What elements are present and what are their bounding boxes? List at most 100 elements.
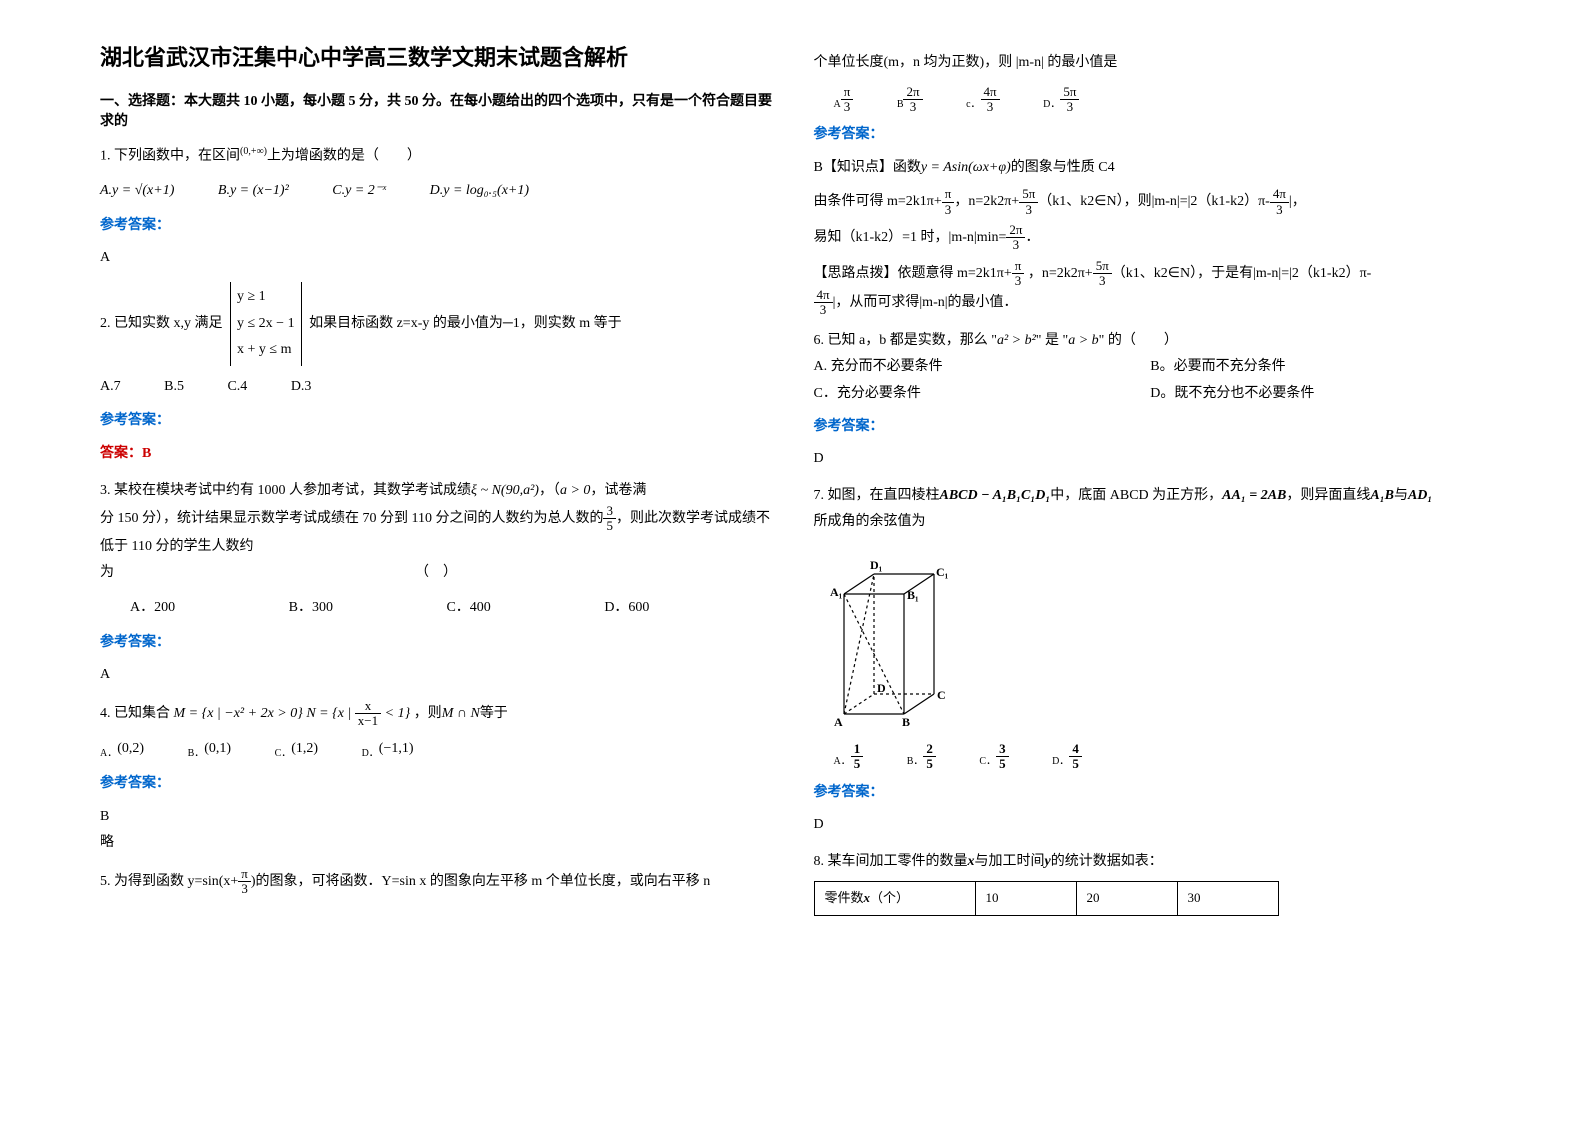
question-6: 6. 已知 a，b 都是实数，那么 "a² > b²" 是 "a > b" 的（… xyxy=(814,328,1488,473)
q3-stem-c: ，试卷满 xyxy=(590,483,646,498)
q6-answer: D xyxy=(814,446,1488,473)
right-column: 个单位长度(m，n 均为正数)，则 |m-n| 的最小值是 Aπ3 B2π3 c… xyxy=(794,40,1508,1082)
q5-al2-f2d: 3 xyxy=(1019,203,1038,217)
q5-stem-post: )的图象，可将函数．Y=sin x 的图象向左平移 m 个单位长度，或向右平移 … xyxy=(251,874,710,889)
q2-choice-c: C.4 xyxy=(227,374,247,401)
q5-al2-end: |， xyxy=(1289,194,1306,209)
q8-stem-pre: 8. 某车间加工零件的数量 xyxy=(814,854,968,869)
left-column: 湖北省武汉市汪集中心中学高三数学文期末试题含解析 一、选择题：本大题共 10 小… xyxy=(80,40,794,1082)
q5-ans-line3: 易知（k1-k2）=1 时，|m-n|min=2π3． xyxy=(814,223,1488,253)
q5-b-den: 3 xyxy=(903,100,922,114)
q4-d-val: (−1,1) xyxy=(379,741,414,756)
q5-a-lab: A xyxy=(834,98,841,109)
q5-al4-pre: 【思路点拨】依题意得 m=2k1π+ xyxy=(814,266,1012,281)
q1-stem-post: 上为增函数的是（ ） xyxy=(267,149,421,164)
q2-brace: y ≥ 1 y ≤ 2x − 1 x + y ≤ m xyxy=(230,282,302,366)
q7-a-n: 1 xyxy=(851,742,864,757)
q5-c-den: 3 xyxy=(981,100,1000,114)
q5-d-num: 5π xyxy=(1060,85,1079,100)
q5-frac: π3 xyxy=(238,867,251,897)
q8-th-txt: 零件数 xyxy=(825,890,864,905)
q7-l2: AD₁ xyxy=(1408,488,1432,503)
prism-c1: C₁ xyxy=(936,565,949,579)
q7-d-d: 5 xyxy=(1069,757,1082,771)
q4-b-val: (0,1) xyxy=(204,741,231,756)
section-1-header: 一、选择题：本大题共 10 小题，每小题 5 分，共 50 分。在每小题给出的四… xyxy=(100,90,774,130)
q5-d-lab: D． xyxy=(1043,98,1060,109)
q5-d-den: 3 xyxy=(1060,100,1079,114)
q5-al2-f1n: π xyxy=(942,187,955,202)
q5-al4-f2n: 5π xyxy=(1093,259,1112,274)
q5-al4-m1: ，n=2k2π+ xyxy=(1024,266,1092,281)
q7-stem-pre: 7. 如图，在直四棱柱 xyxy=(814,488,940,503)
q6-mid: " 是 " xyxy=(1036,333,1068,348)
q4-choice-c: C．(1,2) xyxy=(275,736,319,763)
q4-choice-a: A．(0,2) xyxy=(100,736,144,763)
q4-stem-mid: ，则 xyxy=(414,706,442,721)
q1-choice-a: A.y = √(x+1) xyxy=(100,178,174,205)
q5-choice-c: c．4π3 xyxy=(966,85,1000,115)
q8-stem-post: 的统计数据如表： xyxy=(1051,854,1163,869)
q5-choice-a: Aπ3 xyxy=(834,85,854,115)
question-8: 8. 某车间加工零件的数量x与加工时间y的统计数据如表： 零件数x（个） 10 … xyxy=(814,849,1488,916)
q7-a-lab: A． xyxy=(834,756,851,767)
q7-m2: ，则异面直线 xyxy=(1286,488,1370,503)
question-7: 7. 如图，在直四棱柱ABCD − A₁B₁C₁D₁中，底面 ABCD 为正方形… xyxy=(814,483,1488,839)
q3-cond: a > 0 xyxy=(560,483,590,498)
q5-al2-f3n: 4π xyxy=(1270,187,1289,202)
q4-N-den: x−1 xyxy=(355,714,381,728)
question-2: 2. 已知实数 x,y 满足 y ≥ 1 y ≤ 2x − 1 x + y ≤ … xyxy=(100,282,774,468)
q7-d-lab: D． xyxy=(1052,756,1069,767)
q5-choice-b: B2π3 xyxy=(897,85,923,115)
q2-stem-post: 如果目标函数 z=x-y 的最小值为─1，则实数 m 等于 xyxy=(309,316,622,331)
q5-ans-line2: 由条件可得 m=2k1π+π3，n=2k2π+5π3（k1、k2∈N），则|m-… xyxy=(814,187,1488,217)
q4-choice-b: B．(0,1) xyxy=(188,736,232,763)
prism-diagram: D₁ C₁ A₁ B₁ D C A B xyxy=(814,544,954,734)
q2-cond1: y ≥ 1 xyxy=(237,284,295,311)
q5-a-num: π xyxy=(841,85,854,100)
q5-al2-m2: （k1、k2∈N），则|m-n|=|2（k1-k2）π- xyxy=(1038,194,1270,209)
q8-c2: 20 xyxy=(1076,882,1177,916)
q5-al2-m1: ，n=2k2π+ xyxy=(954,194,1019,209)
q5-frac-num: π xyxy=(238,867,251,882)
q3-dist: ξ ~ N(90,a²) xyxy=(471,483,539,498)
q5-al3-pre: 易知（k1-k2）=1 时，|m-n|min= xyxy=(814,230,1007,245)
q4-c-val: (1,2) xyxy=(291,741,318,756)
prism-b1: B₁ xyxy=(907,588,919,602)
q4-answer: B xyxy=(100,804,774,831)
q4-c-label: C． xyxy=(275,748,292,759)
q1-choice-d: D.y = log₀.₅(x+1) xyxy=(430,178,529,205)
q4-note: 略 xyxy=(100,830,774,857)
q4-a-val: (0,2) xyxy=(117,741,144,756)
q7-answer-label: 参考答案： xyxy=(814,780,1488,807)
q5-frac-den: 3 xyxy=(238,882,251,896)
q7-choice-c: C．35 xyxy=(979,742,1008,772)
q8-c1: 10 xyxy=(975,882,1076,916)
q2-cond3: x + y ≤ m xyxy=(237,337,295,364)
q5-al2-f2n: 5π xyxy=(1019,187,1038,202)
q7-a-d: 5 xyxy=(851,757,864,771)
q2-choice-d: D.3 xyxy=(291,374,312,401)
q7-eq: AA₁ = 2AB xyxy=(1222,488,1286,503)
q3-frac-den: 5 xyxy=(603,519,616,533)
q5-al3-fd: 3 xyxy=(1006,238,1025,252)
prism-d1: D₁ xyxy=(870,558,883,572)
q5-c-lab: c． xyxy=(966,98,980,109)
q5-ans-line1: B【知识点】函数y = Asin(ωx+φ)的图象与性质 C4 xyxy=(814,155,1488,182)
q7-answer: D xyxy=(814,812,1488,839)
q4-M: M = {x | −x² + 2x > 0} xyxy=(174,706,303,721)
q3-answer: A xyxy=(100,662,774,689)
q7-c-lab: C． xyxy=(979,756,996,767)
q5-al3-end: ． xyxy=(1025,230,1039,245)
q5-b-lab: B xyxy=(897,98,904,109)
q3-choice-a: A．200 xyxy=(130,595,175,622)
q6-answer-label: 参考答案： xyxy=(814,414,1488,441)
q7-and: 与 xyxy=(1394,488,1408,503)
q5-stem-pre: 5. 为得到函数 y=sin(x+ xyxy=(100,874,238,889)
q4-stem-pre: 4. 已知集合 xyxy=(100,706,170,721)
q8-table: 零件数x（个） 10 20 30 xyxy=(814,881,1279,916)
q4-choice-d: D．(−1,1) xyxy=(362,736,414,763)
q3-frac-num: 3 xyxy=(603,504,616,519)
q2-answer-label: 参考答案： xyxy=(100,408,774,435)
q3-choice-c: C．400 xyxy=(446,595,490,622)
